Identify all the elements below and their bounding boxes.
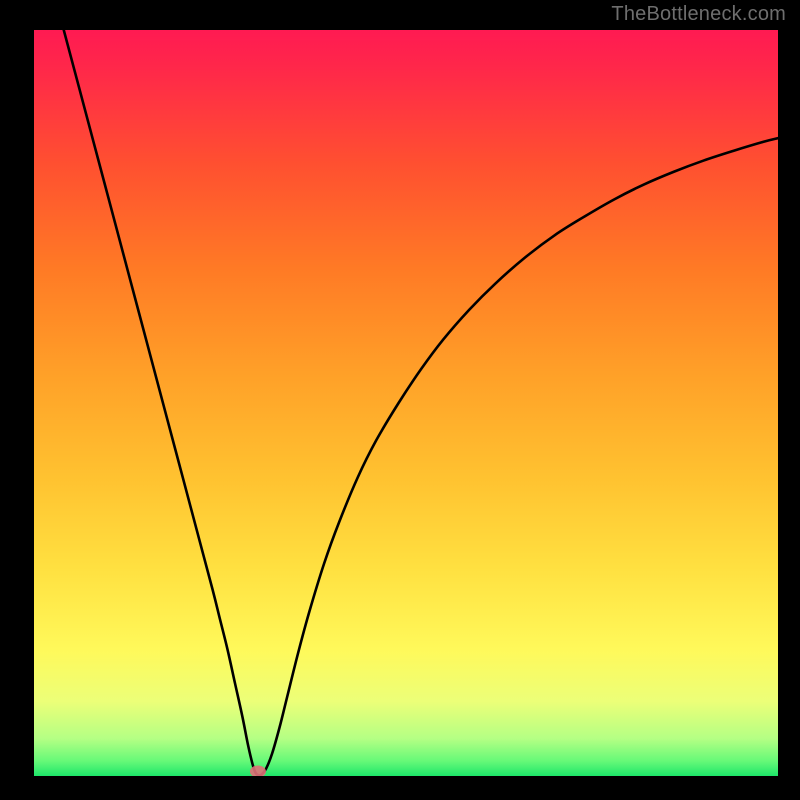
chart-stage: TheBottleneck.com	[0, 0, 800, 800]
plot-area	[34, 30, 778, 776]
plot-svg	[34, 30, 778, 776]
gradient-background	[34, 30, 778, 776]
watermark-text: TheBottleneck.com	[611, 3, 786, 26]
